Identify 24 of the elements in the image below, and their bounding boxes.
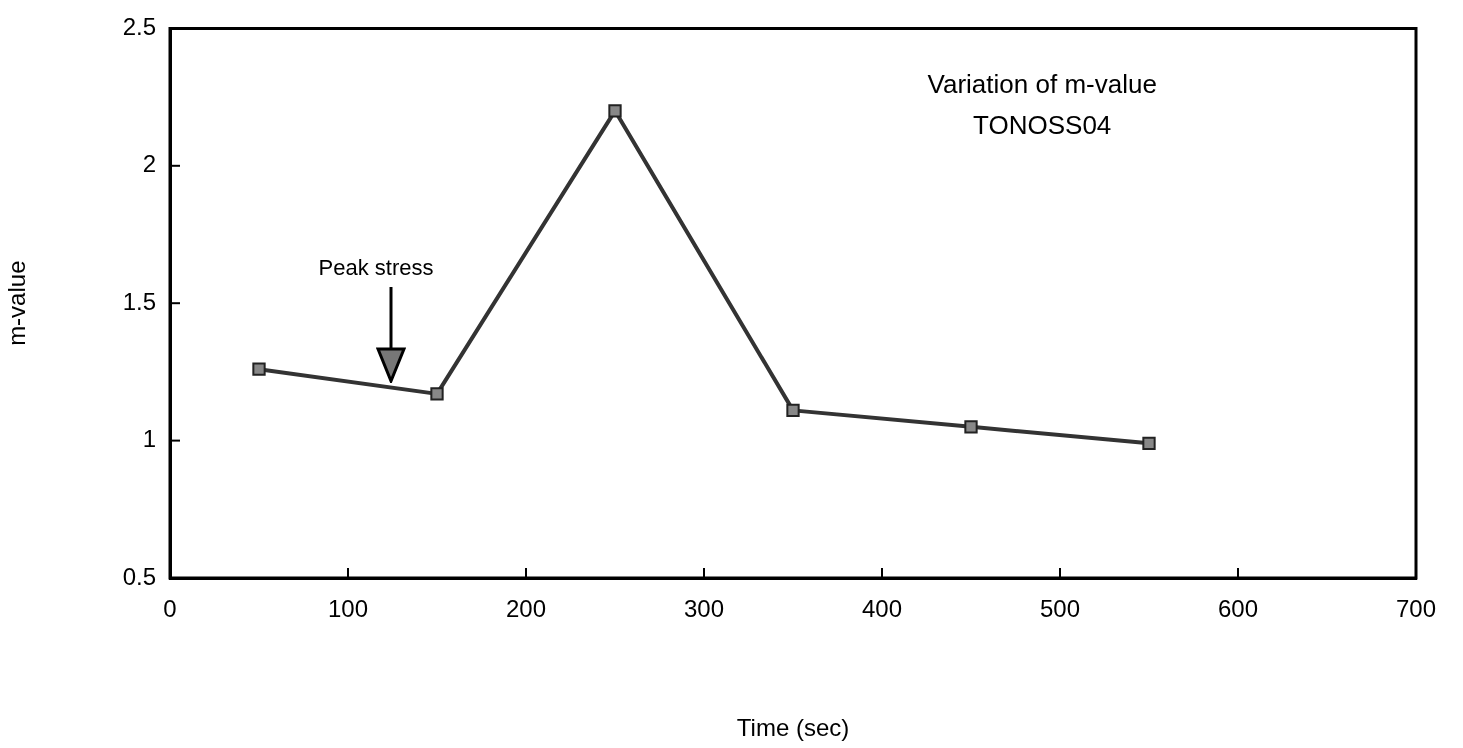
y-tick-label: 2.5 xyxy=(122,13,156,41)
x-tick-label: 0 xyxy=(163,595,177,623)
text: Variation of m-value xyxy=(927,68,1157,99)
annotation: Peak stress xyxy=(318,255,434,281)
text: TONOSS04 xyxy=(973,109,1112,140)
x-tick-label: 500 xyxy=(1039,595,1081,623)
y-tick-label: 1.5 xyxy=(122,287,156,315)
point xyxy=(786,403,800,418)
point xyxy=(1142,436,1156,451)
x-tick-label: 100 xyxy=(327,595,369,623)
x-tick-label: 300 xyxy=(683,595,725,623)
y-tick-label: 0.5 xyxy=(122,562,156,590)
x-tick-label: 200 xyxy=(505,595,547,623)
y-tick-label: 1 xyxy=(142,425,156,453)
point xyxy=(964,420,978,434)
point xyxy=(252,362,266,376)
x-tick-label: 400 xyxy=(861,595,903,623)
x-axis-title: Time (sec) xyxy=(736,714,850,742)
y-tick-label: 2 xyxy=(142,150,156,178)
y-axis-title: m-value xyxy=(3,260,31,346)
point xyxy=(608,104,622,118)
x-tick-label: 600 xyxy=(1217,595,1259,623)
point xyxy=(430,387,444,401)
x-tick-label: 700 xyxy=(1395,595,1437,623)
